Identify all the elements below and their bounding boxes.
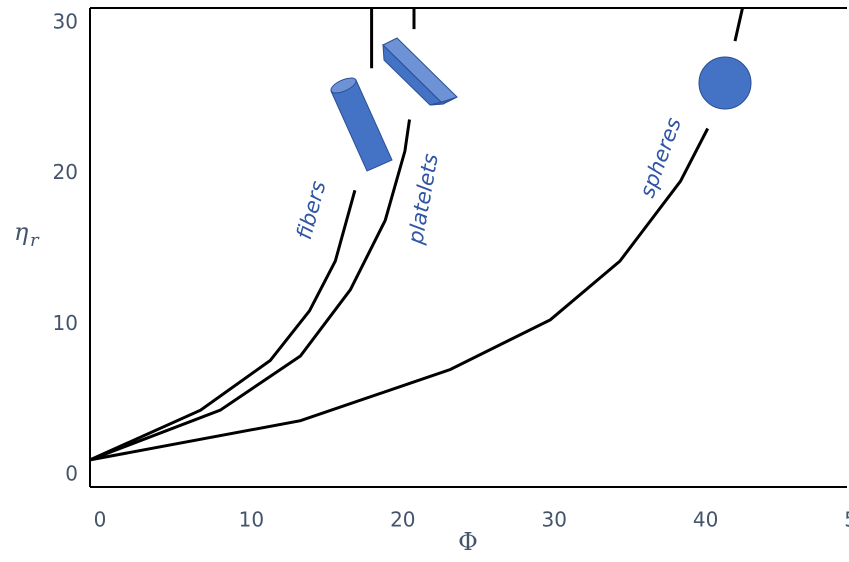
shape-icons <box>329 38 751 171</box>
x-tick-label: 0 <box>94 508 107 532</box>
curve <box>90 8 372 460</box>
y-tick-label: 10 <box>53 311 78 335</box>
y-tick-label: 0 <box>65 461 78 485</box>
x-tick-label: 10 <box>239 508 264 532</box>
x-tick-label: 20 <box>390 508 415 532</box>
curve <box>90 8 414 460</box>
x-axis-label: Φ <box>458 528 478 556</box>
chart: Φ η r 0 10 20 30 40 50 0 10 20 30 fibers platelets s… <box>0 0 849 562</box>
series-label: spheres <box>635 114 686 200</box>
series-label: platelets <box>403 152 443 247</box>
x-tick-label: 40 <box>693 508 718 532</box>
series-label: fibers <box>292 178 331 242</box>
y-axis-label-sub: r <box>30 230 40 251</box>
sphere-icon <box>699 57 751 109</box>
y-tick-label: 30 <box>53 10 78 34</box>
y-axis-label: η <box>14 218 29 246</box>
y-tick-label: 20 <box>53 160 78 184</box>
box-icon <box>383 38 457 105</box>
x-tick-label: 30 <box>541 508 566 532</box>
cylinder-icon <box>329 75 392 171</box>
x-tick-label: 50 <box>844 508 849 532</box>
